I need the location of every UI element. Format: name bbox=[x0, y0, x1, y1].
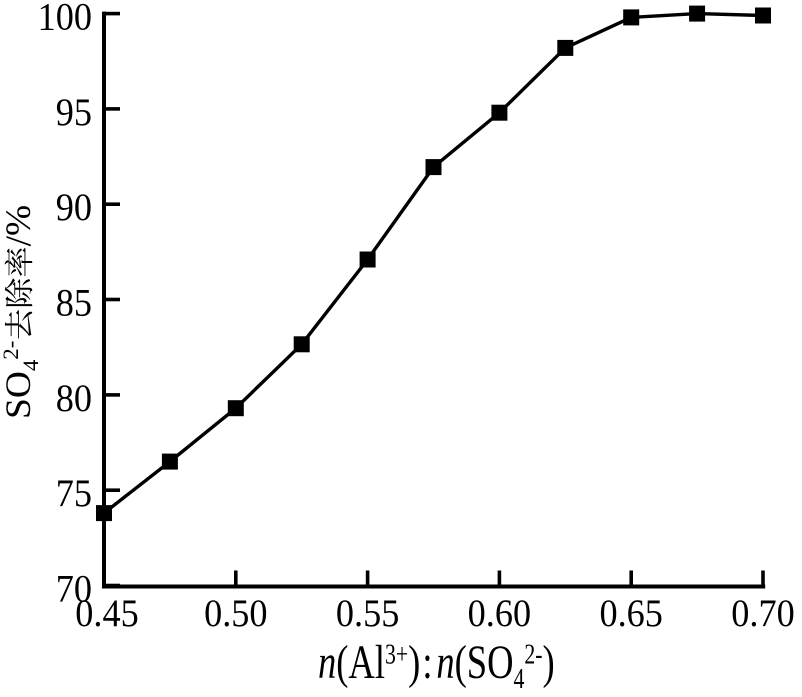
svg-text:(SO: (SO bbox=[455, 637, 514, 690]
svg-text:85: 85 bbox=[56, 281, 92, 324]
svg-text:n: n bbox=[436, 637, 454, 690]
svg-text:0.65: 0.65 bbox=[599, 592, 662, 635]
svg-text:2-: 2- bbox=[0, 341, 23, 360]
svg-text:0.60: 0.60 bbox=[468, 592, 531, 635]
svg-text:/%: /% bbox=[0, 205, 38, 247]
svg-text::: : bbox=[422, 637, 432, 690]
svg-text:100: 100 bbox=[38, 0, 92, 39]
svg-text:2-: 2- bbox=[524, 640, 542, 670]
svg-text:): ) bbox=[542, 637, 554, 690]
svg-text:4: 4 bbox=[18, 360, 43, 371]
svg-text:SO: SO bbox=[0, 371, 38, 419]
svg-text:0.45: 0.45 bbox=[75, 592, 138, 635]
svg-text:4: 4 bbox=[513, 665, 524, 695]
svg-text:(Al: (Al bbox=[336, 637, 385, 690]
svg-text:70: 70 bbox=[56, 567, 92, 610]
svg-text:90: 90 bbox=[56, 186, 92, 229]
svg-text:80: 80 bbox=[56, 377, 92, 420]
svg-text:): ) bbox=[408, 637, 420, 690]
svg-text:3+: 3+ bbox=[385, 640, 408, 670]
svg-text:0.55: 0.55 bbox=[336, 592, 399, 635]
svg-text:95: 95 bbox=[56, 91, 92, 134]
svg-text:0.50: 0.50 bbox=[204, 592, 267, 635]
svg-text:n: n bbox=[318, 637, 336, 690]
svg-text:0.70: 0.70 bbox=[731, 592, 794, 635]
svg-text:75: 75 bbox=[56, 472, 92, 515]
